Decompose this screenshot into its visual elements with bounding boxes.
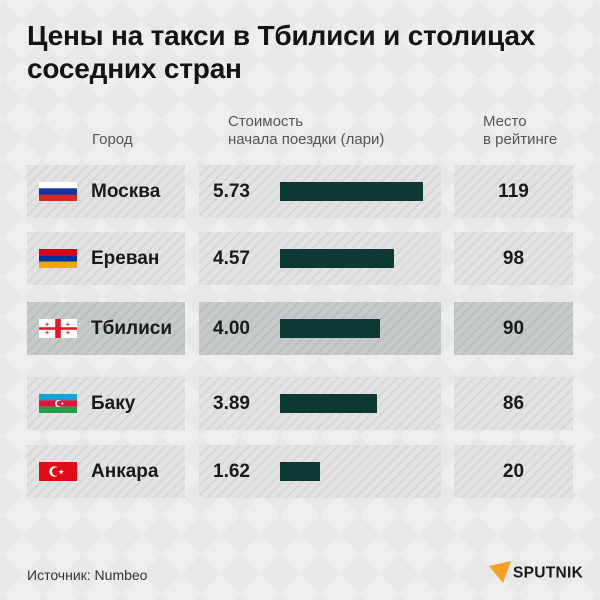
svg-text:SPUTNIK: SPUTNIK bbox=[513, 565, 584, 582]
